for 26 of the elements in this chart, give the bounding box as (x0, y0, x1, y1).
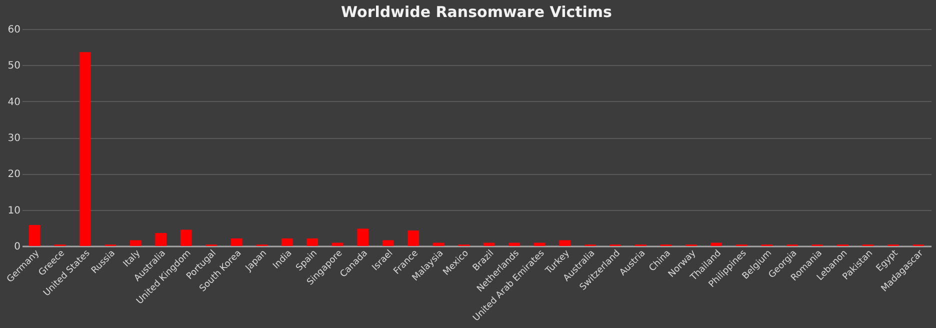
bar (230, 238, 242, 246)
bar (483, 242, 495, 246)
y-tick-label: 0 (14, 242, 20, 252)
y-tick-label: 60 (8, 24, 20, 36)
y-tick-label: 30 (8, 133, 20, 144)
bar (130, 240, 142, 246)
y-tick-label: 20 (8, 169, 20, 180)
y-tick-label: 40 (8, 96, 20, 108)
bar (357, 228, 369, 246)
y-tick-label: 50 (8, 60, 20, 72)
bar (432, 242, 444, 246)
bar (79, 52, 91, 246)
bar (408, 230, 420, 246)
bar (28, 225, 40, 246)
bar (281, 238, 293, 246)
y-tick-label: 10 (8, 205, 20, 216)
bar (508, 242, 520, 246)
bar (382, 240, 394, 246)
bar (710, 242, 722, 246)
chart-title: Worldwide Ransomware Victims (341, 3, 612, 21)
bar (332, 242, 344, 246)
bar (306, 238, 318, 246)
bar (559, 240, 571, 246)
bar (180, 230, 192, 246)
bar (534, 242, 546, 246)
bar (155, 232, 167, 246)
